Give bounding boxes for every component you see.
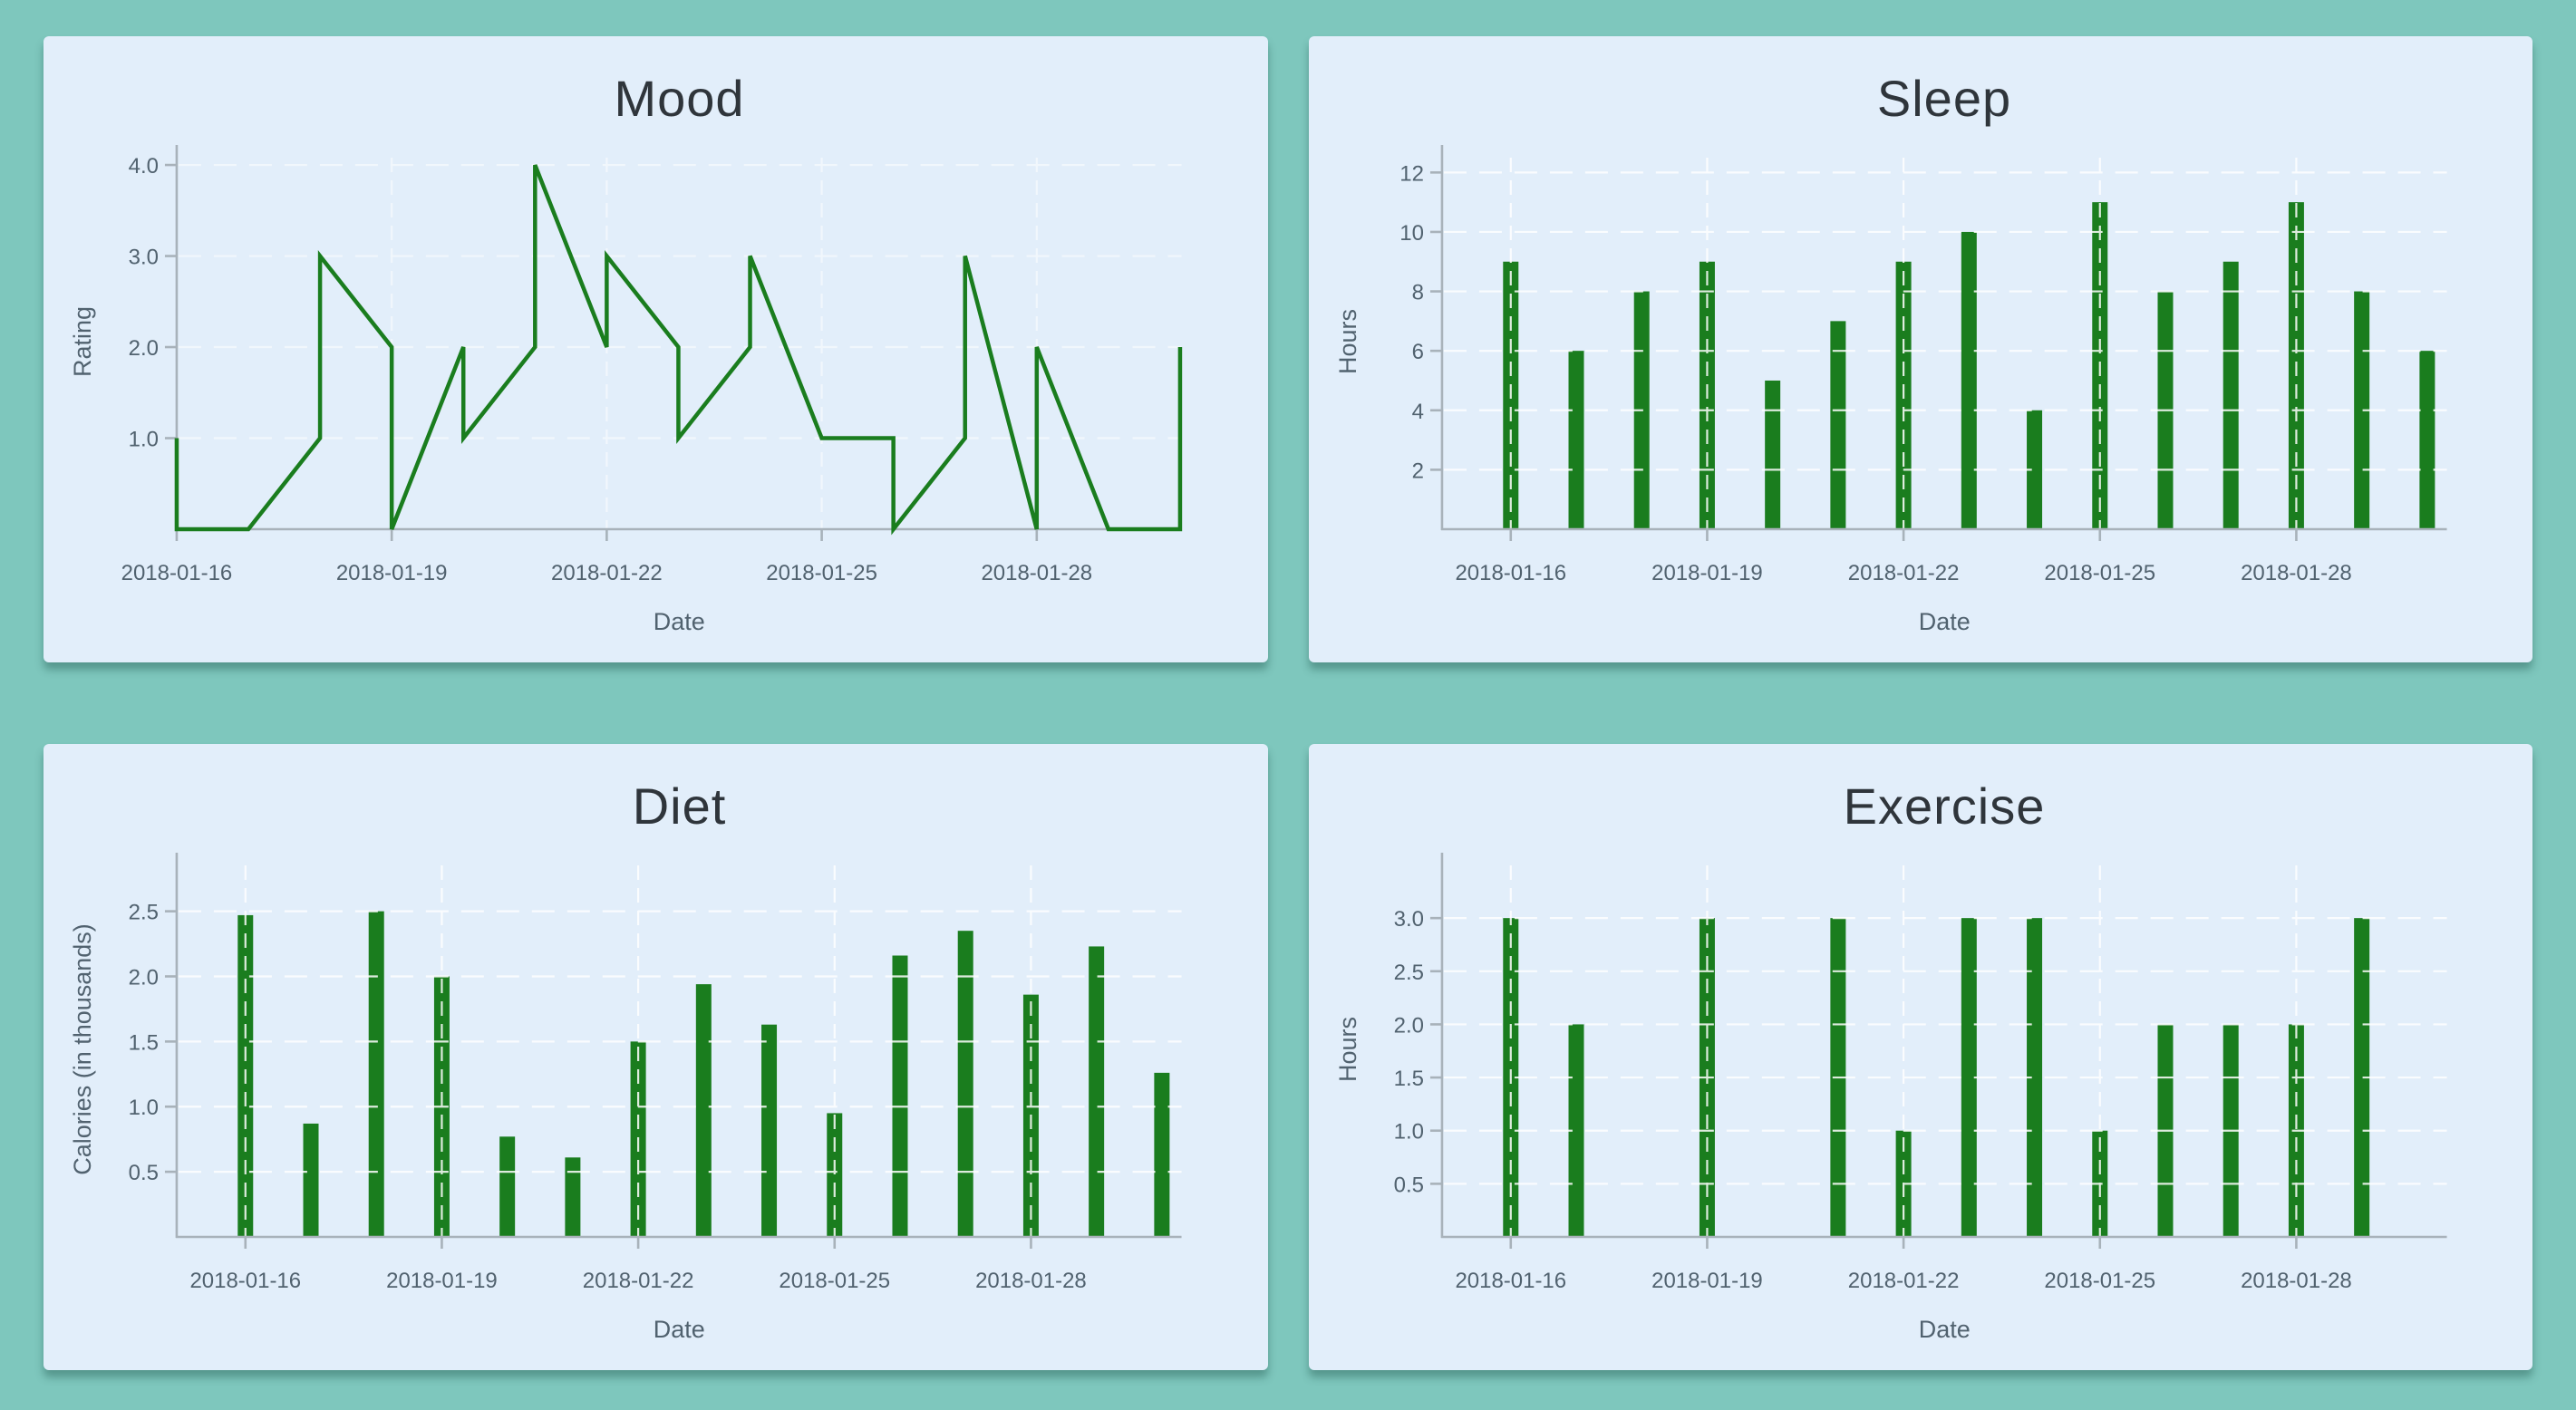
svg-text:Calories (in thousands): Calories (in thousands)	[69, 923, 96, 1175]
svg-text:4: 4	[1411, 400, 1423, 424]
svg-text:2.5: 2.5	[1393, 961, 1423, 985]
exercise-chart: 0.5 1.0 1.5 2.0 2.5 3.0 2018-01-16 2018-01-19 20…	[1333, 853, 2447, 1343]
svg-text:1.5: 1.5	[1393, 1067, 1423, 1091]
svg-text:0.5: 0.5	[129, 1161, 159, 1185]
svg-text:Hours: Hours	[1333, 1017, 1361, 1082]
sleep-title: Sleep	[1876, 70, 2012, 127]
svg-text:6: 6	[1411, 340, 1423, 364]
svg-text:2018-01-25: 2018-01-25	[2044, 561, 2155, 585]
sleep-chart: 2 4 6 8 10 12 2018-01-16 2018-01-19 2018-01-22 20…	[1333, 145, 2447, 635]
svg-text:2: 2	[1411, 459, 1423, 483]
svg-text:2018-01-16: 2018-01-16	[121, 561, 233, 585]
diet-title: Diet	[632, 777, 727, 835]
svg-text:2018-01-22: 2018-01-22	[551, 561, 663, 585]
svg-text:2018-01-28: 2018-01-28	[981, 561, 1092, 585]
svg-text:Date: Date	[1918, 1316, 1970, 1343]
svg-text:1.0: 1.0	[129, 428, 159, 452]
exercise-title: Exercise	[1843, 777, 2046, 835]
svg-text:2018-01-16: 2018-01-16	[1455, 561, 1566, 585]
svg-text:1.0: 1.0	[129, 1096, 159, 1120]
svg-text:Date: Date	[654, 608, 705, 635]
svg-text:2018-01-25: 2018-01-25	[2044, 1269, 2155, 1293]
svg-text:2018-01-22: 2018-01-22	[1847, 561, 1959, 585]
svg-text:2018-01-16: 2018-01-16	[189, 1269, 301, 1293]
diet-panel: Diet 0.5 1.0 1.5 2.0 2.5 2018-01-16 2018-01-19…	[44, 744, 1268, 1370]
svg-text:2.0: 2.0	[1393, 1013, 1423, 1038]
svg-text:10: 10	[1399, 221, 1424, 246]
svg-text:Rating: Rating	[69, 306, 96, 377]
svg-text:2018-01-16: 2018-01-16	[1455, 1269, 1566, 1293]
svg-text:2018-01-25: 2018-01-25	[779, 1269, 890, 1293]
svg-text:3.0: 3.0	[1393, 907, 1423, 932]
svg-text:2018-01-19: 2018-01-19	[336, 561, 448, 585]
svg-text:12: 12	[1399, 161, 1424, 186]
svg-text:2018-01-28: 2018-01-28	[2241, 561, 2352, 585]
mood-title: Mood	[614, 70, 745, 127]
svg-text:3.0: 3.0	[129, 246, 159, 270]
svg-text:1.5: 1.5	[129, 1030, 159, 1055]
svg-text:2018-01-19: 2018-01-19	[386, 1269, 498, 1293]
svg-text:2018-01-19: 2018-01-19	[1651, 1269, 1763, 1293]
svg-text:2018-01-28: 2018-01-28	[2241, 1269, 2352, 1293]
svg-text:2018-01-25: 2018-01-25	[766, 561, 877, 585]
svg-text:2018-01-22: 2018-01-22	[1847, 1269, 1959, 1293]
sleep-panel: Sleep 2 4 6 8 10 12 2018-01-16 2018-01-19 2018-0…	[1308, 36, 2532, 662]
svg-text:Hours: Hours	[1333, 309, 1361, 374]
svg-text:Date: Date	[654, 1316, 705, 1343]
mood-chart: 1.0 2.0 3.0 4.0 2018-01-16 2018-01-19 2018-01-…	[69, 145, 1183, 635]
svg-text:2018-01-19: 2018-01-19	[1651, 561, 1763, 585]
svg-text:Date: Date	[1918, 608, 1970, 635]
svg-text:2.0: 2.0	[129, 336, 159, 361]
svg-text:4.0: 4.0	[129, 154, 159, 179]
svg-text:0.5: 0.5	[1393, 1173, 1423, 1197]
svg-text:2018-01-22: 2018-01-22	[583, 1269, 694, 1293]
diet-chart: 0.5 1.0 1.5 2.0 2.5 2018-01-16 2018-01-19 2018-…	[69, 853, 1182, 1343]
svg-text:2.0: 2.0	[129, 965, 159, 990]
svg-text:2018-01-28: 2018-01-28	[975, 1269, 1087, 1293]
svg-text:8: 8	[1411, 281, 1423, 305]
svg-text:1.0: 1.0	[1393, 1120, 1423, 1144]
exercise-panel: Exercise 0.5 1.0 1.5 2.0 2.5 3.0 2018-01-16 201…	[1308, 744, 2532, 1370]
mood-panel: Mood 1.0 2.0 3.0 4.0 2018-01-16 2018-01-19 201…	[44, 36, 1268, 662]
svg-text:2.5: 2.5	[129, 901, 159, 925]
